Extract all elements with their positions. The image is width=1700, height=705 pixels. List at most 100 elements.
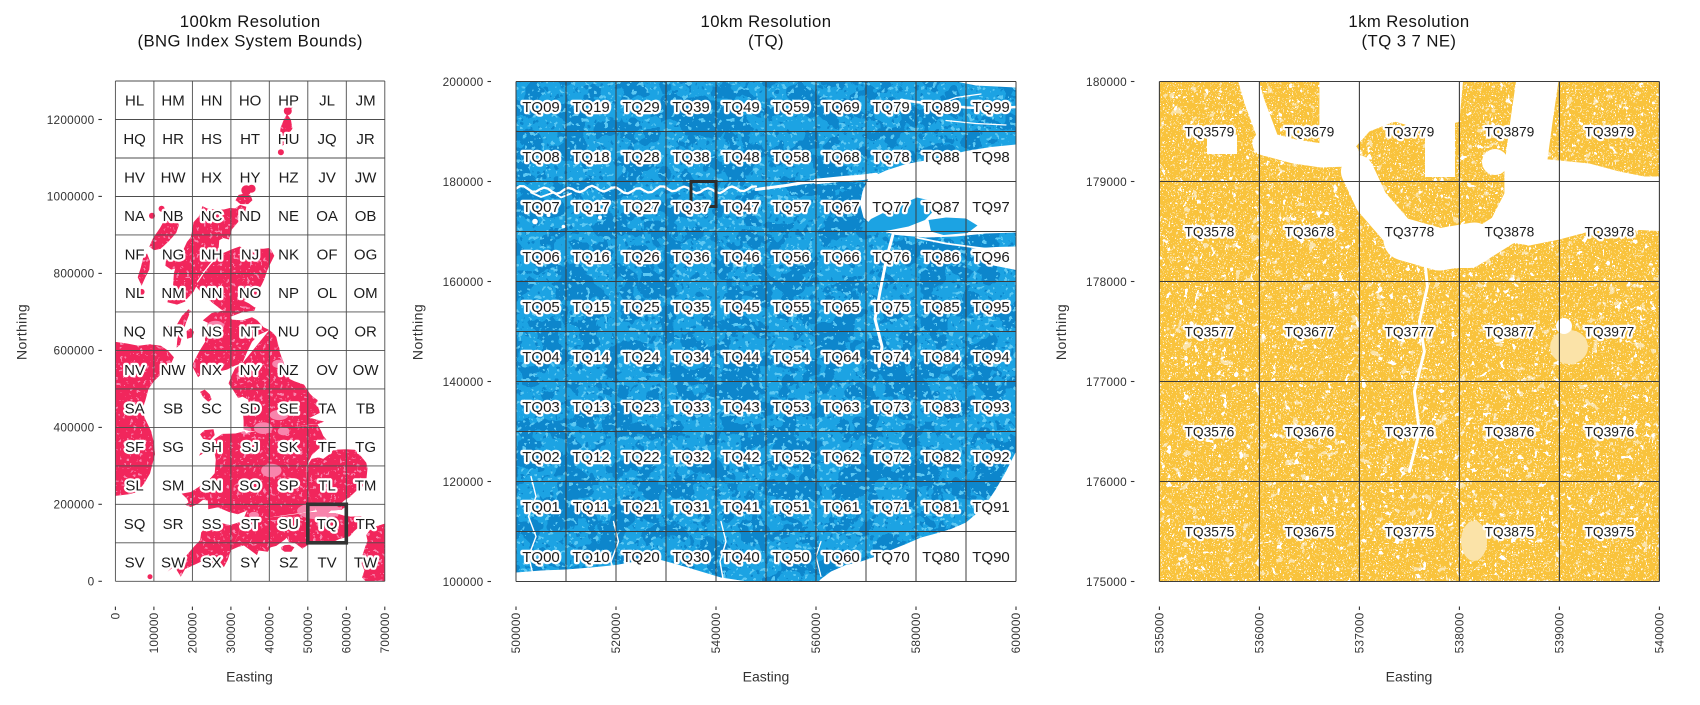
- svg-text:537000: 537000: [1353, 612, 1367, 653]
- svg-text:700000: 700000: [378, 612, 392, 653]
- svg-text:HQ: HQ: [123, 131, 146, 148]
- svg-text:TQ65: TQ65: [822, 299, 860, 316]
- svg-text:160000: 160000: [443, 275, 484, 289]
- svg-text:SR: SR: [163, 516, 184, 533]
- svg-text:Northing: Northing: [13, 304, 29, 360]
- svg-text:TQ3779: TQ3779: [1384, 125, 1434, 140]
- svg-text:TQ08: TQ08: [522, 149, 560, 166]
- svg-text:TQ66: TQ66: [822, 249, 860, 266]
- svg-text:TQ81: TQ81: [922, 499, 960, 516]
- svg-text:TQ39: TQ39: [672, 99, 710, 116]
- svg-text:TQ26: TQ26: [622, 249, 660, 266]
- svg-text:Easting: Easting: [226, 669, 273, 685]
- svg-text:TQ3677: TQ3677: [1284, 325, 1334, 340]
- svg-text:800000: 800000: [54, 267, 95, 281]
- svg-text:TQ3675: TQ3675: [1284, 525, 1334, 540]
- svg-text:NU: NU: [278, 324, 300, 341]
- svg-text:400000: 400000: [263, 612, 277, 653]
- svg-text:TQ51: TQ51: [772, 499, 810, 516]
- svg-text:TQ83: TQ83: [922, 399, 960, 416]
- svg-text:540000: 540000: [1653, 612, 1667, 653]
- svg-text:TW: TW: [354, 554, 378, 571]
- svg-text:TQ23: TQ23: [622, 399, 660, 416]
- svg-text:TQ31: TQ31: [672, 499, 710, 516]
- svg-text:JR: JR: [356, 131, 375, 148]
- svg-text:TQ53: TQ53: [772, 399, 810, 416]
- svg-text:TQ70: TQ70: [872, 549, 910, 566]
- svg-text:200000: 200000: [186, 612, 200, 653]
- svg-text:JW: JW: [355, 170, 378, 187]
- svg-text:TQ3579: TQ3579: [1184, 125, 1234, 140]
- svg-text:HO: HO: [239, 93, 262, 110]
- svg-text:TQ3976: TQ3976: [1584, 425, 1634, 440]
- svg-text:HZ: HZ: [279, 170, 299, 187]
- svg-text:SC: SC: [201, 400, 222, 417]
- svg-text:JQ: JQ: [318, 131, 337, 148]
- svg-text:TQ36: TQ36: [672, 249, 710, 266]
- svg-text:TQ96: TQ96: [972, 249, 1010, 266]
- svg-text:TQ58: TQ58: [772, 149, 810, 166]
- svg-text:(BNG Index System Bounds): (BNG Index System Bounds): [137, 31, 363, 50]
- svg-text:TQ64: TQ64: [822, 349, 860, 366]
- svg-text:OB: OB: [355, 208, 377, 225]
- svg-text:400000: 400000: [54, 421, 95, 435]
- svg-text:536000: 536000: [1253, 612, 1267, 653]
- svg-text:TQ37: TQ37: [672, 199, 710, 216]
- svg-text:TQ3575: TQ3575: [1184, 525, 1234, 540]
- svg-text:TQ22: TQ22: [622, 449, 660, 466]
- svg-text:TQ34: TQ34: [672, 349, 710, 366]
- svg-text:NX: NX: [201, 362, 222, 379]
- svg-text:HU: HU: [278, 131, 300, 148]
- svg-text:NS: NS: [201, 324, 222, 341]
- svg-text:Northing: Northing: [1053, 304, 1069, 360]
- svg-text:TQ99: TQ99: [972, 99, 1010, 116]
- svg-text:TQ48: TQ48: [722, 149, 760, 166]
- svg-text:TQ18: TQ18: [572, 149, 610, 166]
- svg-text:TQ41: TQ41: [722, 499, 760, 516]
- svg-text:NV: NV: [124, 362, 145, 379]
- svg-text:TQ82: TQ82: [922, 449, 960, 466]
- svg-text:TQ20: TQ20: [622, 549, 660, 566]
- svg-text:NM: NM: [161, 285, 184, 302]
- svg-text:TQ42: TQ42: [722, 449, 760, 466]
- svg-text:TQ47: TQ47: [722, 199, 760, 216]
- svg-text:TQ45: TQ45: [722, 299, 760, 316]
- svg-text:TQ57: TQ57: [772, 199, 810, 216]
- svg-text:TQ72: TQ72: [872, 449, 910, 466]
- svg-text:TQ3679: TQ3679: [1284, 125, 1334, 140]
- svg-text:TQ97: TQ97: [972, 199, 1010, 216]
- svg-text:TQ43: TQ43: [722, 399, 760, 416]
- svg-text:NY: NY: [240, 362, 261, 379]
- svg-text:HN: HN: [201, 93, 223, 110]
- svg-text:SB: SB: [163, 400, 183, 417]
- svg-text:520000: 520000: [609, 612, 623, 653]
- svg-text:TQ16: TQ16: [572, 249, 610, 266]
- svg-text:TQ84: TQ84: [922, 349, 960, 366]
- svg-text:TQ68: TQ68: [822, 149, 860, 166]
- svg-text:TQ75: TQ75: [872, 299, 910, 316]
- svg-text:TQ60: TQ60: [822, 549, 860, 566]
- svg-text:200000: 200000: [443, 75, 484, 89]
- svg-text:Easting: Easting: [743, 669, 790, 685]
- svg-text:600000: 600000: [340, 612, 354, 653]
- svg-text:TB: TB: [356, 400, 375, 417]
- svg-text:NT: NT: [240, 324, 260, 341]
- svg-text:10km Resolution: 10km Resolution: [700, 12, 831, 31]
- svg-text:TQ01: TQ01: [522, 499, 560, 516]
- svg-text:SP: SP: [279, 477, 299, 494]
- svg-text:538000: 538000: [1453, 612, 1467, 653]
- svg-text:JL: JL: [319, 93, 335, 110]
- svg-text:TQ61: TQ61: [822, 499, 860, 516]
- svg-text:SX: SX: [202, 554, 222, 571]
- svg-text:TV: TV: [318, 554, 337, 571]
- svg-text:TQ88: TQ88: [922, 149, 960, 166]
- svg-text:NH: NH: [201, 247, 223, 264]
- svg-text:TQ67: TQ67: [822, 199, 860, 216]
- svg-text:TQ49: TQ49: [722, 99, 760, 116]
- svg-text:100000: 100000: [147, 612, 161, 653]
- svg-text:SY: SY: [240, 554, 260, 571]
- svg-text:TQ63: TQ63: [822, 399, 860, 416]
- svg-text:175000: 175000: [1086, 575, 1127, 589]
- svg-text:TQ73: TQ73: [872, 399, 910, 416]
- svg-text:HL: HL: [125, 93, 144, 110]
